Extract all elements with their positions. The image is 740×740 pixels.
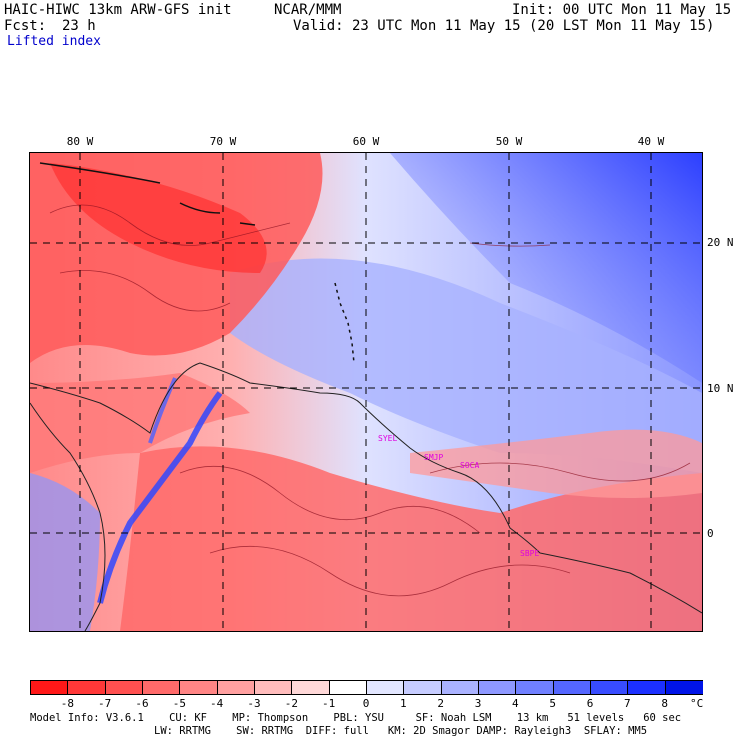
contour-4: [209, 545, 571, 597]
unstable-cuba-core: [50, 163, 267, 273]
station-smjp[interactable]: SMJP: [424, 453, 444, 462]
colorbar-label: -8: [60, 697, 74, 710]
colorbar-swatch: [478, 680, 517, 695]
colorbar-swatch: [67, 680, 106, 695]
island-cuba: [39, 162, 161, 184]
lon-label-70w: 70 W: [209, 135, 237, 148]
station-soca[interactable]: SOCA: [460, 461, 480, 470]
colorbar-swatch: [552, 680, 591, 695]
colorbar-label: 1: [400, 697, 407, 710]
colorbar-swatch: [366, 680, 405, 695]
contour-5: [429, 462, 691, 482]
island-puerto-rico: [239, 222, 256, 226]
colorbar-label: 4: [512, 697, 519, 710]
colorbar-swatch: [30, 680, 69, 695]
islands: [39, 162, 355, 364]
colorbar-swatch: [664, 680, 703, 695]
colorbar-swatch: [104, 680, 143, 695]
colorbar-label: 0: [362, 697, 370, 710]
model-info-line1: Model Info: V3.6.1 CU: KF MP: Thompson P…: [30, 712, 682, 724]
lat-label-10n: 10 N: [707, 382, 734, 395]
init-time: Init: 00 UTC Mon 11 May 15: [512, 2, 732, 18]
coastline-pacific: [84, 512, 106, 631]
colorbar-label: -7: [98, 697, 112, 710]
colorbar-swatch: [179, 680, 218, 695]
station-sbpe[interactable]: SBPE: [520, 549, 540, 558]
fcst-value: 23 h: [62, 18, 96, 34]
colorbar-label: -5: [172, 697, 186, 710]
stable-central-atlantic: [230, 258, 702, 473]
contour-2: [59, 270, 231, 312]
colorbar-unit: °C: [690, 697, 704, 710]
contour-3: [179, 465, 481, 534]
colorbar-label: -6: [135, 697, 149, 710]
andes-stable-streak-2: [148, 377, 177, 444]
lat-label-20n: 20 N: [707, 236, 734, 249]
colorbar-swatch: [590, 680, 629, 695]
coastline-central-america: [30, 402, 101, 514]
colorbar-swatch: [216, 680, 255, 695]
colorbar-swatch: [291, 680, 330, 695]
fcst-label: Fcst:: [4, 18, 47, 34]
colorbar-label: 8: [661, 697, 668, 710]
lon-label-50w: 50 W: [495, 135, 523, 148]
andes-stable-streak: [97, 391, 223, 604]
contours: [49, 204, 691, 597]
lon-label-60w: 60 W: [352, 135, 380, 148]
island-hispaniola: [179, 202, 221, 214]
coastline-south-america: [30, 362, 702, 614]
colorbar-swatch: [440, 680, 479, 695]
colorbar-label: 3: [474, 697, 482, 710]
unstable-south-america: [120, 446, 702, 631]
lon-label-80w: 80 W: [66, 135, 94, 148]
contour-1: [49, 204, 291, 246]
lon-label-40w: 40 W: [637, 135, 665, 148]
colorbar-label: -1: [322, 697, 336, 710]
stable-pacific-region: [30, 473, 100, 631]
colorbar-label: 7: [624, 697, 631, 710]
model-title: HAIC-HIWC 13km ARW-GFS init: [4, 2, 232, 18]
colorbar-label: 6: [586, 697, 594, 710]
colorbar-swatch: [142, 680, 181, 695]
model-info-line2: LW: RRTMG SW: RRTMG DIFF: full KM: 2D Sm…: [154, 725, 648, 737]
stable-ne-region: [390, 153, 702, 383]
colorbar-swatch: [515, 680, 554, 695]
lifted-index-map[interactable]: SYEL SMJP SOCA SBPE: [29, 152, 703, 632]
map-canvas: [30, 153, 702, 631]
colorbar-swatch: [254, 680, 293, 695]
valid-time: Valid: 23 UTC Mon 11 May 15 (20 LST Mon …: [293, 18, 715, 34]
station-syel[interactable]: SYEL: [378, 434, 398, 443]
colorbar-label: 2: [437, 697, 444, 710]
lat-label-0: 0: [707, 527, 714, 540]
coastlines: [30, 362, 702, 631]
lesser-antilles: [334, 282, 355, 364]
colorbar-label: -4: [210, 697, 224, 710]
org-label: NCAR/MMM: [274, 2, 342, 18]
colorbar-label: -2: [284, 697, 298, 710]
field-name: Lifted index: [7, 34, 101, 49]
colorbar-swatch: [627, 680, 666, 695]
graticule: [30, 153, 702, 631]
colorbar-label: 5: [549, 697, 556, 710]
colorbar-label: -3: [247, 697, 261, 710]
contour-6: [469, 242, 551, 247]
colorbar-swatch: [328, 680, 367, 695]
colorbar-swatch: [403, 680, 442, 695]
